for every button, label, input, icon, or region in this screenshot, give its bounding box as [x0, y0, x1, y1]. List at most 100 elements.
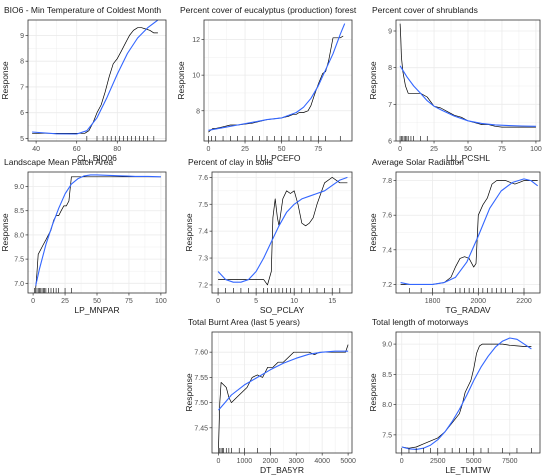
panel-background: [212, 332, 352, 453]
x-tick-label: 2500: [430, 458, 446, 465]
y-tick-label: 9.0: [14, 184, 24, 191]
x-tick-label: 100: [530, 146, 542, 153]
y-tick-label: 7.55: [194, 375, 208, 382]
panel-7: Total Burnt Area (last 5 years) 0 1000 2000…: [184, 317, 356, 475]
smooth-curve: [400, 178, 539, 285]
panel-title: Percent cover of eucalyptus (production)…: [180, 5, 357, 15]
smooth-curve: [35, 174, 161, 286]
x-tick-label: 3000: [288, 458, 304, 465]
x-tick-label: 2000: [470, 298, 486, 305]
x-tick-label: 2000: [263, 458, 279, 465]
y-tick-label: 5: [20, 136, 24, 143]
panel-background: [212, 172, 352, 293]
x-axis-title: CL_BIO06: [77, 153, 117, 163]
x-tick-label: 0: [400, 458, 404, 465]
observed-curve: [401, 343, 532, 449]
y-tick-label: 7.6: [382, 213, 392, 220]
x-tick-label: 5: [254, 298, 258, 305]
plot-area: [218, 344, 349, 453]
smooth-curve: [208, 23, 346, 131]
y-tick-label: 8.5: [382, 372, 392, 379]
plot-area: [400, 178, 539, 293]
panel-border: [211, 171, 353, 294]
panel-background: [204, 20, 352, 141]
y-tick-label: 7.0: [14, 281, 24, 288]
y-axis-title: Response: [368, 213, 378, 252]
y-tick-label: 7.8: [382, 178, 392, 185]
y-tick-label: 7: [20, 84, 24, 91]
y-tick-label: 7.3: [198, 256, 208, 263]
observed-curve: [208, 35, 344, 133]
panel-2: Percent cover of eucalyptus (production)…: [176, 5, 357, 163]
x-tick-label: 5000: [340, 458, 356, 465]
x-tick-label: 75: [498, 146, 506, 153]
plot-area: [32, 20, 159, 141]
x-tick-label: 50: [93, 298, 101, 305]
smooth-curve: [217, 176, 348, 283]
y-tick-label: 7.5: [382, 432, 392, 439]
y-tick-label: 12: [192, 37, 200, 44]
x-tick-label: 0: [398, 146, 402, 153]
x-tick-label: 15: [328, 298, 336, 305]
panel-border: [395, 331, 541, 454]
y-tick-label: 7.4: [198, 229, 208, 236]
x-tick-label: 1000: [237, 458, 253, 465]
y-tick-label: 7.2: [382, 282, 392, 289]
x-tick-label: 25: [430, 146, 438, 153]
panel-title: Average Solar Radiation: [372, 157, 464, 167]
x-tick-label: 0: [206, 146, 210, 153]
x-axis-title: TG_RADAV: [445, 305, 491, 315]
y-tick-label: 7.2: [198, 282, 208, 289]
x-tick-label: 80: [113, 146, 121, 153]
panel-title: Percent cover of shrublands: [372, 5, 478, 15]
x-tick-label: 5000: [466, 458, 482, 465]
y-tick-label: 6: [388, 139, 392, 146]
y-tick-label: 8: [388, 65, 392, 72]
y-tick-label: 8.0: [14, 232, 24, 239]
y-axis-title: Response: [184, 213, 194, 252]
x-tick-label: 0: [217, 458, 221, 465]
x-axis-title: LU_PCSHL: [446, 153, 490, 163]
x-tick-label: 60: [73, 146, 81, 153]
panel-border: [27, 19, 167, 142]
y-tick-label: 8.0: [382, 402, 392, 409]
smooth-curve: [399, 65, 536, 127]
y-axis-title: Response: [368, 373, 378, 412]
x-tick-label: 75: [314, 146, 322, 153]
y-tick-label: 7.60: [194, 350, 208, 357]
x-tick-label: 2200: [516, 298, 532, 305]
x-tick-label: 1800: [425, 298, 441, 305]
x-axis-title: LP_MNPAR: [74, 305, 119, 315]
panel-3: Percent cover of shrublands 0 25 50 75 100 6 7 8…: [368, 5, 542, 163]
plot-area: [217, 176, 348, 293]
x-tick-label: 50: [278, 146, 286, 153]
panel-title: Percent of clay in soils: [188, 157, 273, 167]
x-tick-label: 100: [155, 298, 167, 305]
y-tick-label: 7: [388, 102, 392, 109]
y-axis-title: Response: [0, 61, 10, 100]
x-tick-label: 50: [464, 146, 472, 153]
y-tick-label: 9.0: [382, 342, 392, 349]
y-tick-label: 8: [20, 59, 24, 66]
x-tick-label: 25: [241, 146, 249, 153]
y-tick-label: 9: [20, 33, 24, 40]
x-axis-title: LU_PCEFO: [256, 153, 301, 163]
y-tick-label: 7.5: [198, 202, 208, 209]
panel-title: BIO6 - Min Temperature of Coldest Month: [4, 5, 161, 15]
y-axis-title: Response: [176, 61, 186, 100]
panel-4: Landscape Mean Patch Area 0 25 50 75 100 7.0 7.…: [0, 157, 167, 315]
x-axis-title: SO_PCLAY: [260, 305, 305, 315]
y-axis-title: Response: [184, 373, 194, 412]
panel-title: Total Burnt Area (last 5 years): [188, 317, 300, 327]
y-tick-label: 9: [388, 29, 392, 36]
observed-curve: [35, 176, 161, 289]
y-tick-label: 7.6: [198, 175, 208, 182]
plot-area: [401, 337, 532, 453]
plot-area: [34, 174, 161, 293]
panel-5: Percent of clay in soils 0 5 10 15 7.2 7.3 7.4 7…: [184, 157, 353, 315]
y-tick-label: 6: [20, 110, 24, 117]
y-axis-title: Response: [0, 213, 10, 252]
x-tick-label: 4000: [314, 458, 330, 465]
panel-title: Landscape Mean Patch Area: [4, 157, 113, 167]
